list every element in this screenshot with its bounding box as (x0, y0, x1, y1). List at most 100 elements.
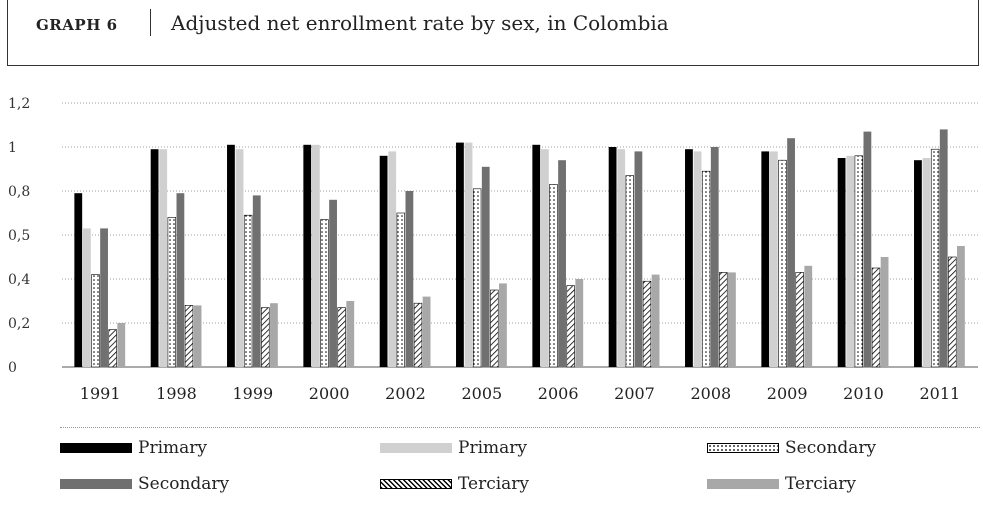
bar (769, 151, 778, 367)
bar (846, 155, 855, 367)
bar (388, 151, 397, 367)
bar (117, 323, 126, 367)
bar (701, 170, 711, 368)
x-tick-label: 2011 (919, 384, 960, 403)
bar (787, 138, 795, 367)
y-tick-label: 0 (8, 360, 17, 376)
y-tick-label: 1 (8, 140, 17, 156)
bar (320, 219, 329, 368)
bar (642, 280, 652, 368)
bar (490, 289, 499, 368)
bar (922, 158, 931, 367)
bar (728, 272, 736, 367)
legend-swatch (380, 479, 452, 489)
header-separator (150, 9, 151, 36)
bar (625, 175, 635, 368)
bar (651, 274, 660, 367)
bar (243, 214, 253, 368)
legend-item: Secondary (707, 438, 876, 458)
bar (422, 296, 431, 367)
y-tick-label: 1,2 (8, 96, 30, 112)
x-tick-label: 2002 (385, 384, 426, 403)
bar (396, 212, 405, 368)
legend-swatch (707, 479, 779, 489)
x-tick-label: 1999 (232, 384, 273, 403)
bar (558, 160, 566, 367)
x-tick-label: 1991 (80, 384, 121, 403)
bar (82, 228, 91, 367)
graph-label: GRAPH 6 (36, 16, 118, 34)
legend-label: Terciary (785, 474, 857, 494)
bar (693, 151, 702, 367)
legend-item: Secondary (60, 474, 229, 494)
bar (863, 131, 872, 367)
legend-swatch (60, 443, 132, 453)
bar (456, 142, 464, 367)
bar (311, 144, 320, 367)
legend-item: Terciary (707, 474, 856, 494)
x-tick-label: 1998 (156, 384, 197, 403)
y-axis-tick-labels: 0 0,2 0,4 0,5 0,8 1 1,2 (8, 96, 30, 376)
bar (150, 149, 159, 367)
bar (261, 307, 270, 368)
bar (413, 302, 423, 368)
chart-title: Adjusted net enrollment rate by sex, in … (171, 11, 669, 35)
legend-label: Secondary (138, 474, 230, 494)
bar (795, 272, 804, 368)
legend-item: Primary (60, 438, 207, 458)
x-tick-label: 2007 (614, 384, 655, 403)
graph-header: GRAPH 6 Adjusted net enrollment rate by … (7, 0, 979, 66)
bar (100, 228, 108, 367)
bar (710, 147, 719, 367)
bar (871, 267, 881, 368)
bar (685, 149, 693, 367)
legend-item: Primary (380, 438, 527, 458)
x-tick-label: 2008 (690, 384, 731, 403)
bar (837, 158, 846, 367)
bar (854, 155, 864, 368)
bars (74, 129, 965, 368)
bar (778, 159, 787, 368)
bar (91, 274, 100, 368)
legend-label: Primary (138, 438, 207, 458)
bar (346, 301, 355, 367)
bar (914, 160, 922, 367)
bar (379, 155, 388, 367)
y-tick-label: 0,2 (8, 316, 30, 332)
bar (957, 246, 965, 367)
y-tick-label: 0,4 (8, 272, 30, 288)
bar (176, 193, 185, 367)
bar (235, 149, 244, 367)
legend-swatch (707, 443, 779, 453)
x-tick-label: 2009 (767, 384, 808, 403)
x-axis-tick-labels: 1991 1998 1999 2000 2002 2005 2006 2007 2008 2009… (80, 384, 960, 403)
bar (159, 149, 168, 367)
bar (464, 142, 473, 367)
bar (575, 279, 584, 367)
bar (540, 149, 549, 367)
bar (74, 193, 83, 367)
bar (939, 129, 948, 367)
bar (566, 285, 575, 368)
bar (193, 305, 202, 367)
bar (804, 265, 813, 367)
bar (472, 188, 482, 368)
legend-swatch (380, 443, 452, 453)
bar (634, 151, 643, 367)
bar (329, 199, 337, 367)
legend-item: Terciary (380, 474, 529, 494)
bar (167, 217, 176, 368)
bar (405, 191, 414, 367)
bar (948, 256, 957, 368)
bar (930, 148, 940, 368)
legend-label: Secondary (785, 438, 877, 458)
gridlines (62, 102, 978, 368)
bar (227, 144, 235, 367)
legend-divider (60, 427, 980, 428)
y-tick-label: 0,5 (8, 228, 30, 244)
bar (270, 303, 278, 367)
bar (617, 149, 626, 367)
legend-swatch (60, 479, 132, 489)
bar-chart: 0 0,2 0,4 0,5 0,8 1 1,2 1991 1998 1999 2000 2002 20… (8, 96, 978, 403)
y-tick-label: 0,8 (8, 184, 30, 200)
